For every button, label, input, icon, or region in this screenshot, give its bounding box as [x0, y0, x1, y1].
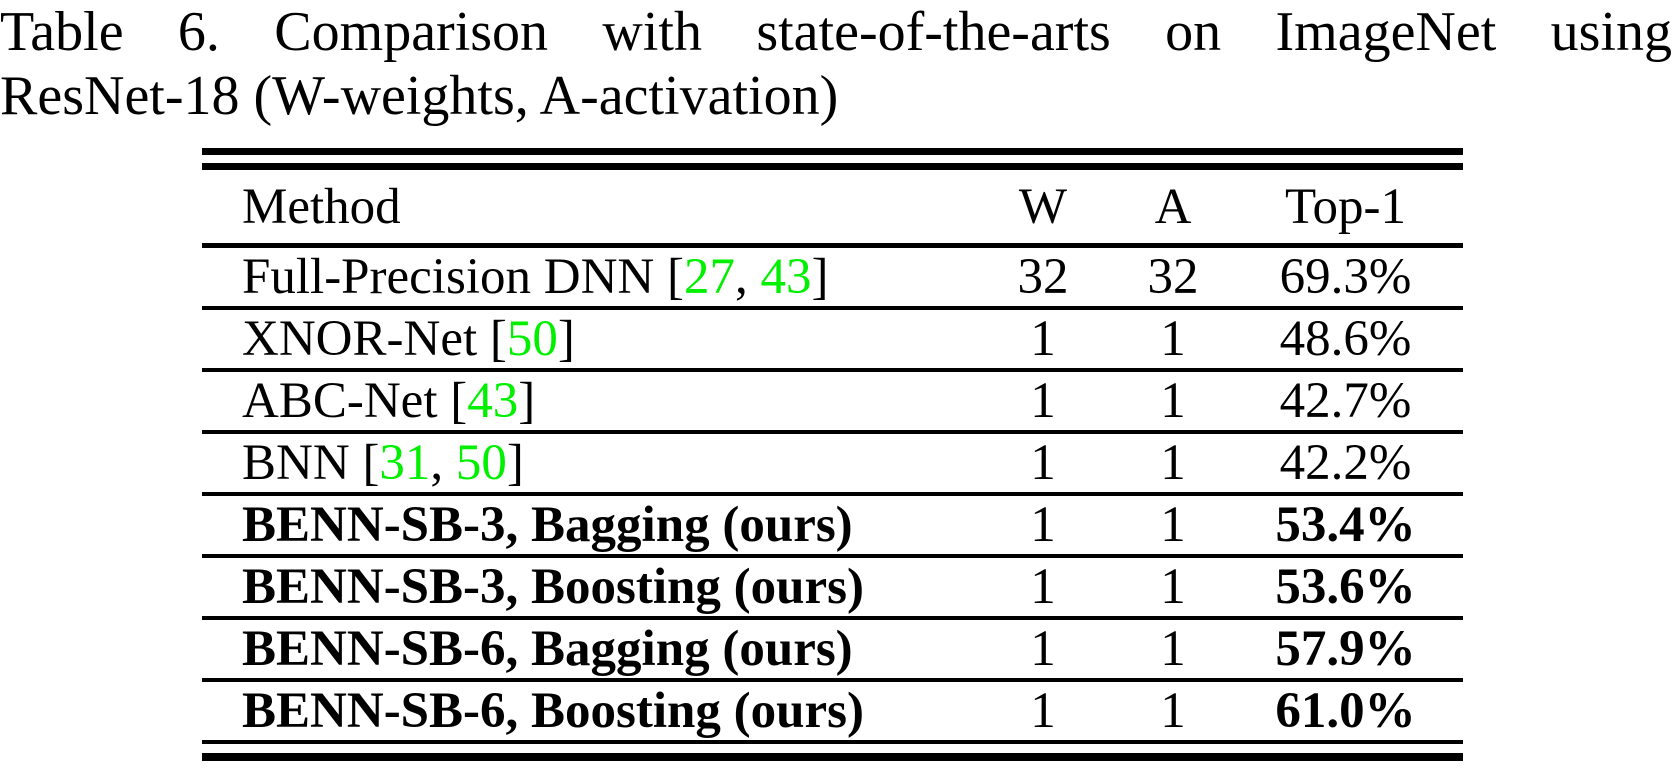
citation-link[interactable]: 43 — [467, 373, 519, 429]
method-cell: XNOR-Net [50] — [202, 308, 968, 372]
a-cell: 1 — [1118, 556, 1228, 620]
a-cell: 32 — [1118, 245, 1228, 310]
citation-group: [50] — [477, 311, 575, 367]
method-name: BENN-SB-6, Boosting (ours) — [242, 683, 864, 739]
table-row: BENN-SB-6, Bagging (ours) 1 1 57.9% — [202, 618, 1463, 682]
col-header-a: A — [1118, 170, 1228, 248]
method-name: BENN-SB-3, Boosting (ours) — [242, 559, 864, 615]
col-header-w: W — [968, 170, 1118, 248]
method-cell: Full-Precision DNN [27, 43] — [202, 245, 968, 310]
table-row: BNN [31, 50] 1 1 42.2% — [202, 432, 1463, 496]
top1-cell: 61.0% — [1275, 683, 1416, 739]
citation-link[interactable]: 50 — [506, 311, 558, 367]
caption-line-1: Table 6. Comparison with state-of-the-ar… — [0, 1, 1672, 63]
method-name: ABC-Net — [242, 373, 438, 429]
col-header-method: Method — [202, 170, 968, 248]
top1-cell: 42.7% — [1228, 370, 1463, 434]
method-cell: ABC-Net [43] — [202, 370, 968, 434]
a-cell: 1 — [1160, 683, 1186, 739]
w-cell: 1 — [968, 308, 1118, 372]
method-cell: BNN [31, 50] — [202, 432, 968, 496]
method-cell: BENN-SB-3, Boosting (ours) — [202, 556, 968, 620]
a-cell: 1 — [1118, 308, 1228, 372]
top1-cell: 57.9% — [1228, 618, 1463, 682]
table-top-rule — [202, 148, 1463, 170]
top1-cell: 48.6% — [1228, 308, 1463, 372]
method-cell: BENN-SB-6, Boosting (ours) — [202, 680, 968, 740]
table-bottom-rule — [202, 740, 1463, 761]
top1-cell: 42.2% — [1228, 432, 1463, 496]
w-cell: 1 — [968, 618, 1118, 682]
w-cell: 1 — [968, 432, 1118, 496]
top1-cell: 53.6% — [1228, 556, 1463, 620]
citation-group: [43] — [437, 373, 536, 429]
table-caption: Table 6. Comparison with state-of-the-ar… — [0, 0, 1672, 128]
col-header-top1: Top-1 — [1228, 170, 1463, 248]
citation-group: [31, 50] — [349, 435, 524, 491]
citation-link[interactable]: 50 — [455, 435, 507, 491]
table-row: Full-Precision DNN [27, 43] 32 32 69.3% — [202, 245, 1463, 310]
w-cell: 1 — [968, 556, 1118, 620]
citation-link[interactable]: 43 — [760, 249, 812, 305]
comparison-table: Method W A Top-1 Full-Precision DNN [27,… — [202, 170, 1463, 740]
caption-line-2: ResNet-18 (W-weights, A-activation) — [0, 65, 839, 127]
a-cell: 1 — [1118, 370, 1228, 434]
table-header-row: Method W A Top-1 — [202, 170, 1463, 248]
method-name: BNN — [242, 435, 350, 491]
results-table: Method W A Top-1 Full-Precision DNN [27,… — [202, 148, 1463, 761]
top1-cell: 69.3% — [1228, 245, 1463, 310]
citation-link[interactable]: 31 — [379, 435, 431, 491]
table-row: XNOR-Net [50] 1 1 48.6% — [202, 308, 1463, 372]
method-name: BENN-SB-6, Bagging (ours) — [242, 621, 853, 677]
citation-group: [27, 43] — [654, 249, 829, 305]
method-name: BENN-SB-3, Bagging (ours) — [242, 497, 853, 553]
method-cell: BENN-SB-3, Bagging (ours) — [202, 494, 968, 558]
method-name: Full-Precision DNN — [242, 249, 655, 305]
w-cell: 1 — [968, 494, 1118, 558]
method-name: XNOR-Net — [242, 311, 478, 367]
method-cell: BENN-SB-6, Bagging (ours) — [202, 618, 968, 682]
table-row: BENN-SB-3, Bagging (ours) 1 1 53.4% — [202, 494, 1463, 558]
table-row: ABC-Net [43] 1 1 42.7% — [202, 370, 1463, 434]
w-cell: 1 — [968, 370, 1118, 434]
a-cell: 1 — [1118, 432, 1228, 496]
table-row: BENN-SB-3, Boosting (ours) 1 1 53.6% — [202, 556, 1463, 620]
a-cell: 1 — [1118, 494, 1228, 558]
w-cell: 1 — [1030, 683, 1056, 739]
citation-link[interactable]: 27 — [683, 249, 735, 305]
w-cell: 32 — [968, 245, 1118, 310]
top1-cell: 53.4% — [1228, 494, 1463, 558]
a-cell: 1 — [1118, 618, 1228, 682]
table-row: BENN-SB-6, Boosting (ours) 1 1 61.0% — [202, 680, 1463, 740]
